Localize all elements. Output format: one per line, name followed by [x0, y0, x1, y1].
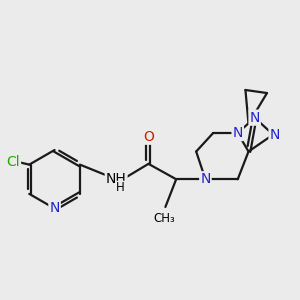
Text: CH₃: CH₃: [153, 212, 175, 225]
Text: N: N: [232, 126, 243, 140]
Text: H: H: [116, 182, 124, 194]
Text: Cl: Cl: [6, 155, 20, 169]
Text: N: N: [50, 202, 60, 215]
Text: NH: NH: [106, 172, 127, 186]
Text: N: N: [200, 172, 211, 186]
Text: N: N: [269, 128, 280, 142]
Text: O: O: [143, 130, 154, 144]
Text: N: N: [250, 111, 260, 125]
